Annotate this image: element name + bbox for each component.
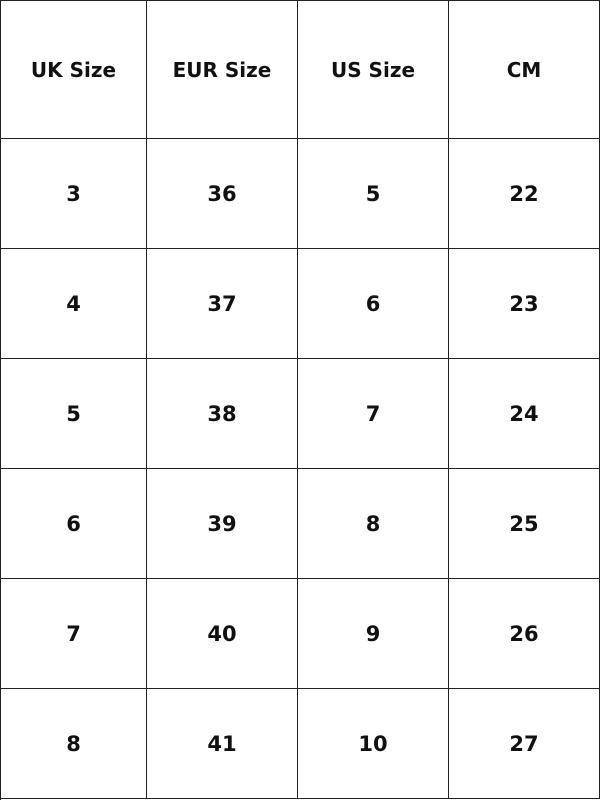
header-us-size: US Size [298,1,449,139]
cell-uk-size: 3 [1,139,147,249]
cell-eur-size: 37 [147,249,298,359]
cell-us-size: 10 [298,689,449,799]
cell-us-size: 5 [298,139,449,249]
cell-uk-size: 4 [1,249,147,359]
header-eur-size: EUR Size [147,1,298,139]
cell-eur-size: 41 [147,689,298,799]
cell-us-size: 7 [298,359,449,469]
cell-cm: 26 [449,579,600,689]
cell-uk-size: 5 [1,359,147,469]
cell-us-size: 6 [298,249,449,359]
cell-cm: 25 [449,469,600,579]
header-cm: CM [449,1,600,139]
cell-cm: 23 [449,249,600,359]
header-uk-size: UK Size [1,1,147,139]
cell-eur-size: 40 [147,579,298,689]
cell-eur-size: 38 [147,359,298,469]
cell-uk-size: 7 [1,579,147,689]
cell-us-size: 9 [298,579,449,689]
cell-uk-size: 6 [1,469,147,579]
cell-eur-size: 39 [147,469,298,579]
cell-cm: 24 [449,359,600,469]
cell-eur-size: 36 [147,139,298,249]
cell-us-size: 8 [298,469,449,579]
cell-cm: 22 [449,139,600,249]
cell-cm: 27 [449,689,600,799]
cell-uk-size: 8 [1,689,147,799]
